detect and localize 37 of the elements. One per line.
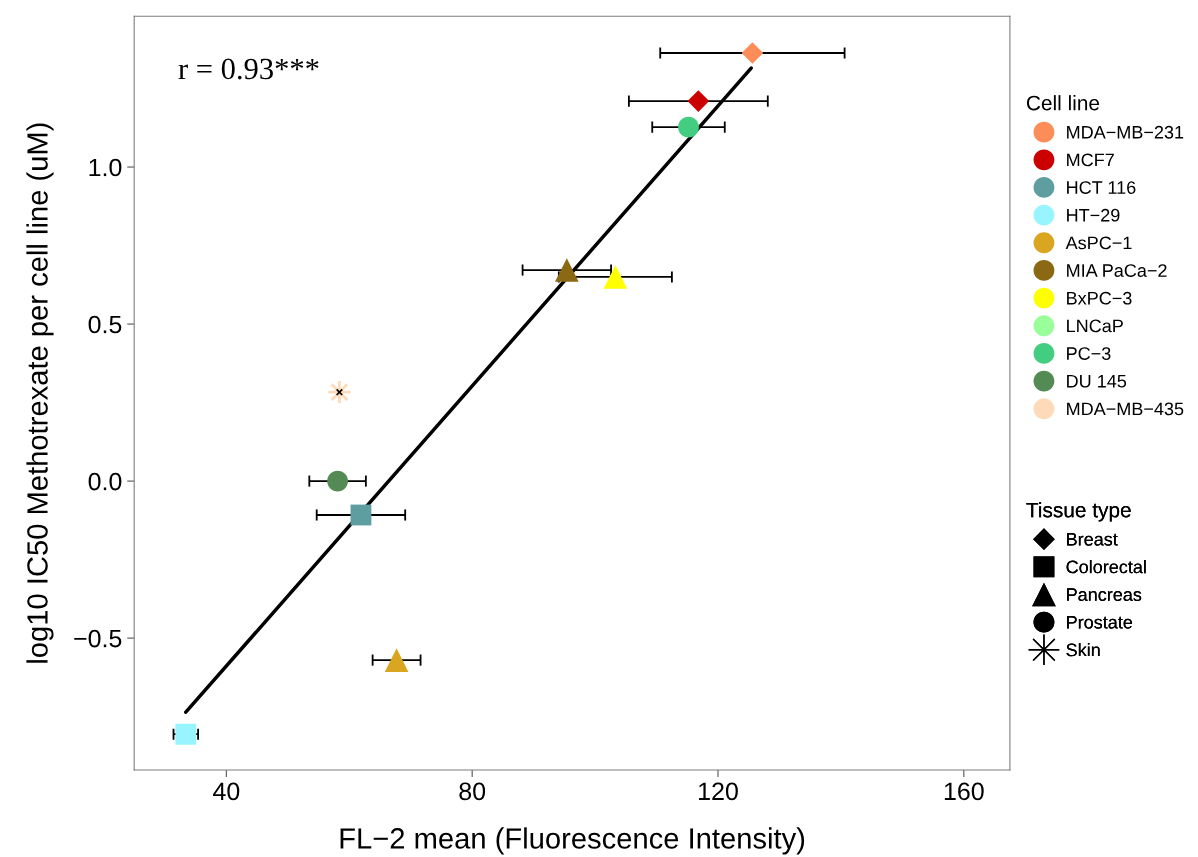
x-tick-label: 160 <box>944 782 984 801</box>
legend-label: Colorectal <box>1066 560 1146 574</box>
x-tick-label: 80 <box>459 782 486 801</box>
text: Cell line <box>1026 95 1100 111</box>
legend-label: MDA−MB−435 <box>1067 402 1184 416</box>
point <box>350 504 372 526</box>
y-tick-label: 0.0 <box>88 472 122 491</box>
legend-label: PC−3 <box>1067 347 1111 360</box>
y-tick-label: −0.5 <box>74 629 122 648</box>
legend-label: Pancreas <box>1067 588 1142 601</box>
x-tick-label: 40 <box>213 782 240 801</box>
legend-label: MCF7 <box>1067 153 1114 167</box>
y-tick-label: 1.0 <box>89 158 122 177</box>
point <box>603 265 628 289</box>
point <box>555 258 579 282</box>
annotation: r = 0.93*** <box>178 58 319 80</box>
legend-label: MDA−MB−231 <box>1067 125 1184 139</box>
legend-label: DU 145 <box>1067 375 1127 388</box>
y-tick-label: 0.5 <box>88 315 122 334</box>
legend-label: MIA PaCa−2 <box>1067 264 1167 277</box>
legend-label: BxPC−3 <box>1067 291 1132 305</box>
point <box>678 116 699 138</box>
x-tick-label: 120 <box>699 782 738 801</box>
legend-label: AsPC−1 <box>1065 236 1132 250</box>
legend-label: Breast <box>1067 533 1118 546</box>
legend-label: Prostate <box>1067 616 1133 629</box>
point <box>741 42 764 64</box>
legend-label: HT−29 <box>1067 208 1120 222</box>
legend-label: HCT 116 <box>1067 181 1136 194</box>
point <box>327 470 349 492</box>
legend-label: LNCaP <box>1067 319 1123 333</box>
y-axis-title: log10 IC50 Methotrexate per cell line (uM) <box>26 123 54 663</box>
point <box>384 648 409 672</box>
point <box>687 90 710 112</box>
legend-label: Skin <box>1066 643 1100 657</box>
x-axis-title: FL−2 mean (Fluorescence Intensity) <box>340 827 805 855</box>
text: Tissue type <box>1026 502 1131 522</box>
